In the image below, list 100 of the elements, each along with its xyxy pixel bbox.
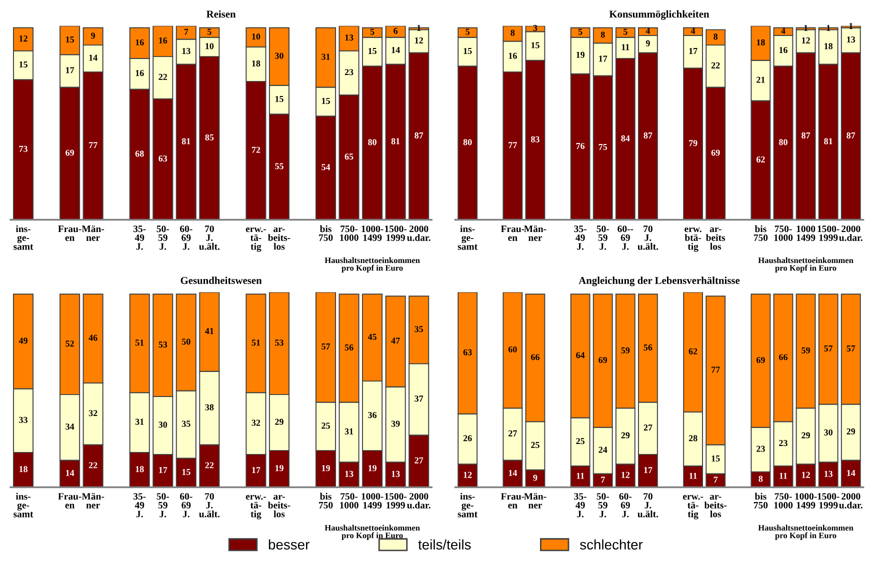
x-tick-label: 50- 59 J. [596,226,609,250]
x-tick-label: ins- ge- samt [458,225,478,250]
data-label: 14 [66,470,74,476]
x-tick-label: 750- 1000 [340,493,358,508]
data-label: 19 [322,465,330,472]
data-label: 28 [688,435,698,442]
data-label: 69 [598,356,608,364]
data-label: 15 [66,36,74,43]
x-tick-label: 1500- 1999 [385,493,407,508]
x-tick-label: 750- 1000 [774,226,793,241]
data-label: 29 [275,418,284,425]
data-label: 25 [322,422,330,429]
text: Haushaltsnettoeinkommen pro Kopf in Euro [758,257,854,272]
data-label: 4 [690,28,696,34]
data-label: 16 [159,37,168,44]
data-label: 11 [780,472,788,479]
legend-label: schlechter [580,539,643,550]
data-label: 53 [275,340,284,346]
x-tick-label: 60- 69 J. [180,226,192,250]
x-tick-label: bis 750 [754,225,768,241]
x-tick-label: 50- 59 J. [156,226,170,250]
x-tick-label: 2000 u.dar. [839,226,862,241]
data-label: 69 [711,150,720,156]
x-tick-label: 35- 49 J. [574,493,586,518]
data-label: 3 [533,24,538,31]
data-label: 9 [646,40,650,46]
data-label: 29 [802,432,810,438]
data-label: 23 [779,440,788,446]
data-label: 8 [758,476,763,482]
x-tick-label: 60- 69 J. [619,493,632,518]
data-label: 27 [508,430,517,436]
data-label: 27 [414,457,424,464]
x-tick-label: 60-- 69 J. [618,226,634,250]
data-label: 29 [846,428,856,434]
data-label: 5 [578,28,582,35]
data-label: 45 [368,334,376,340]
x-tick-label: 1000- 1499 [362,226,384,241]
x-tick-label: erw. btä- tig [684,227,702,252]
x-tick-label: Män- ner [82,226,104,241]
data-label: 35 [414,326,424,332]
data-label: 14 [508,470,518,476]
data-label: 22 [88,462,98,468]
data-label: 80 [779,139,788,146]
x-tick-label: 35- 49 J. [133,493,146,518]
x-tick-label: 750- 1000 [340,226,358,241]
x-tick-label: 2000 u.dar. [839,493,862,509]
data-label: 30 [824,429,832,436]
x-tick-label: Frau- en [58,493,82,508]
data-label: 25 [576,438,584,444]
data-label: 73 [19,146,28,152]
data-label: 12 [802,472,810,478]
data-label: 5 [370,28,374,35]
data-label: 23 [756,446,765,452]
data-label: 26 [463,435,472,442]
data-label: 84 [621,135,630,142]
data-label: 12 [415,37,423,44]
data-label: 56 [344,344,354,350]
data-label: 15 [275,96,284,102]
data-label: 30 [158,422,168,428]
x-tick-label: Frau- en [500,493,524,508]
x-tick-label: bis 750 [319,492,333,508]
data-label: 87 [414,132,424,138]
data-label: 32 [252,420,260,426]
x-tick-label: ar- beits los [706,227,726,250]
data-label: 11 [622,44,630,50]
data-label: 23 [344,69,354,76]
data-label: 7 [184,28,188,35]
x-tick-label: 50- 59 J. [596,493,609,518]
data-label: 68 [135,150,144,157]
data-label: 18 [252,60,260,67]
data-label: 51 [252,340,260,346]
data-label: 69 [66,150,74,156]
data-label: 1 [826,24,830,31]
x-tick-label: 50- 59 J. [156,493,170,518]
data-label: 52 [66,340,74,347]
data-label: 66 [531,354,540,360]
x-tick-label: Män- ner [82,493,104,508]
data-label: 31 [344,428,354,434]
data-label: 65 [344,154,354,160]
data-label: 63 [463,349,472,356]
data-label: 60 [508,346,517,352]
data-label: 87 [846,132,856,138]
x-tick-label: ar- beits- los [268,494,290,518]
data-label: 22 [711,62,720,68]
x-tick-label: Män- ner [524,493,546,508]
data-label: 4 [646,28,650,34]
x-tick-label: 70 J. u.ält. [199,226,220,250]
x-tick-label: 70 J. u.ält. [638,226,658,250]
data-label: 49 [18,338,28,344]
data-label: 75 [598,144,608,150]
legend-label: besser [268,539,310,550]
data-label: 15 [19,61,28,68]
x-tick-label: 1500- 1999 [818,493,840,508]
x-tick-label: bis 750 [319,225,333,241]
data-label: 17 [689,48,698,54]
data-label: 9 [91,32,95,39]
data-label: 7 [601,476,605,483]
data-label: 15 [182,468,190,476]
data-label: 19 [275,465,284,472]
data-label: 1 [417,24,421,31]
